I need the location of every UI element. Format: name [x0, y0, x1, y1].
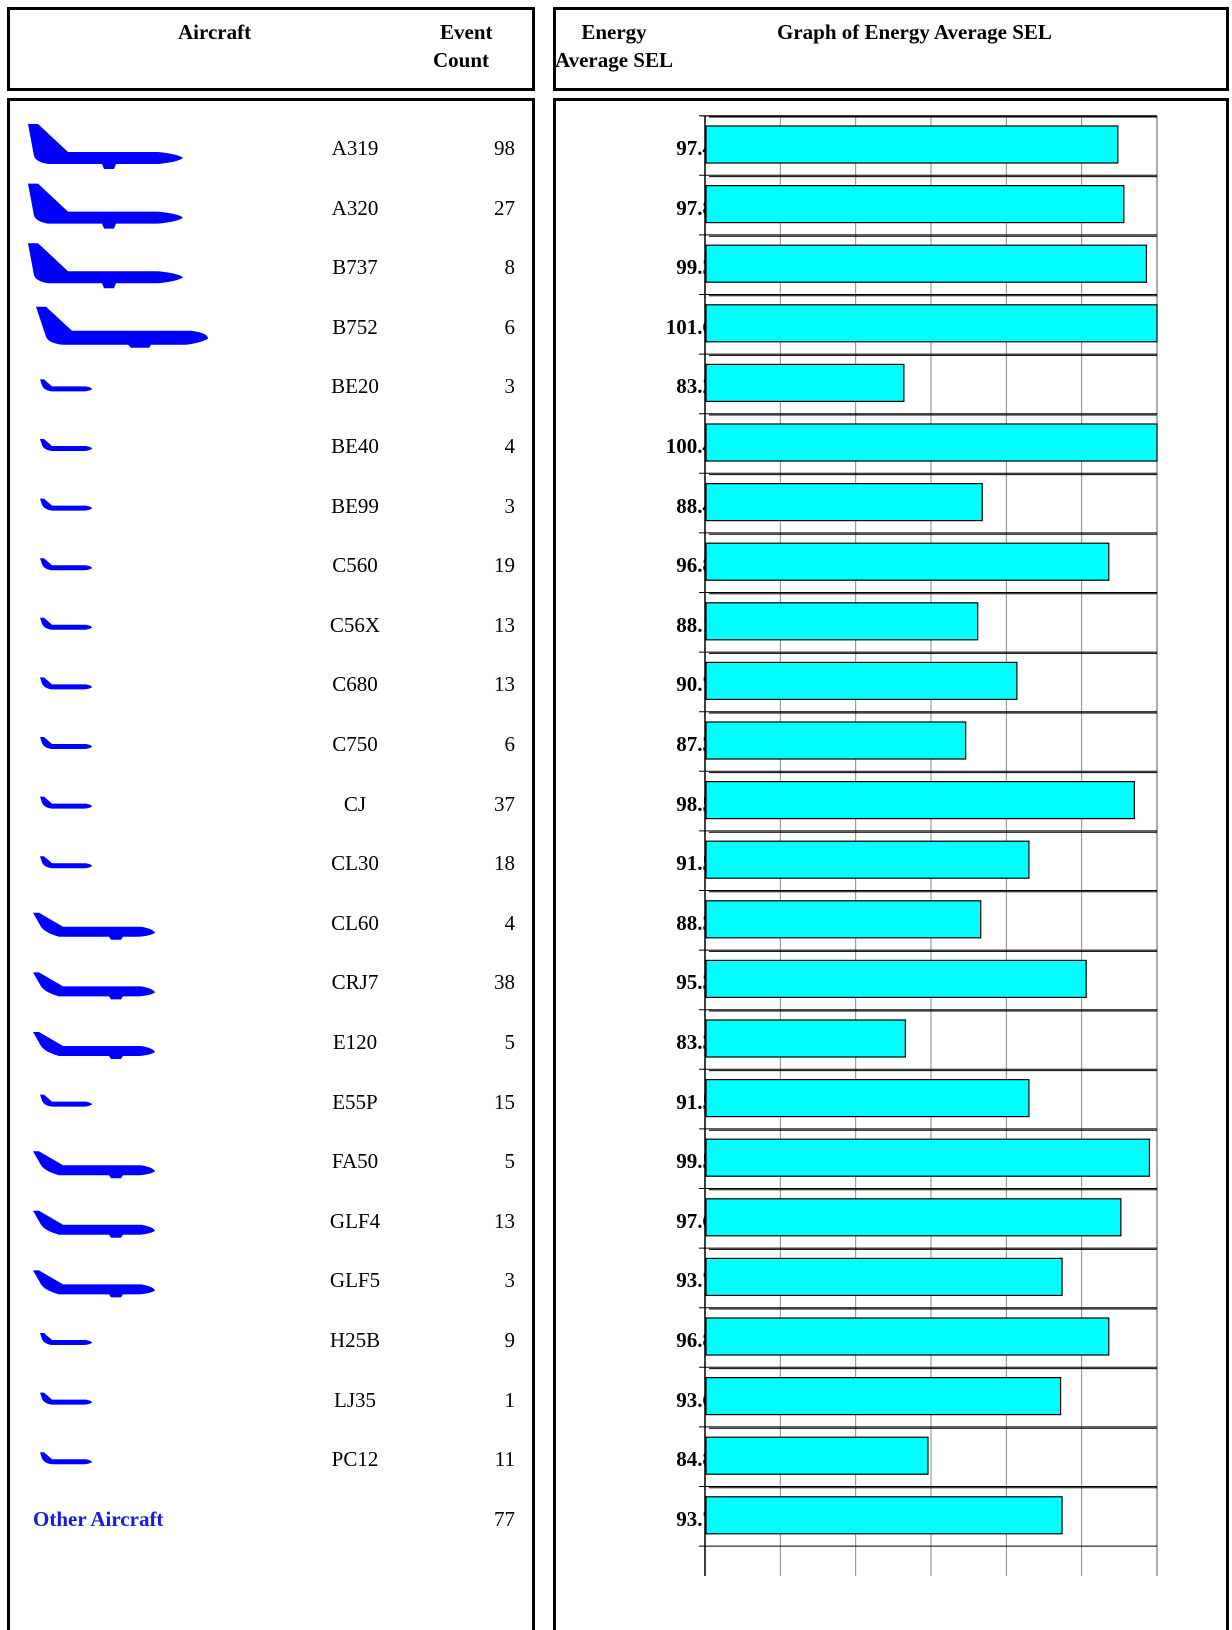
bar-C750	[706, 722, 966, 759]
bar-CRJ7	[706, 960, 1086, 997]
bar-Other Aircraft	[706, 1497, 1062, 1534]
regional-jet-icon	[33, 1151, 155, 1178]
bar-B737	[706, 245, 1146, 282]
regional-jet-icon	[33, 913, 155, 940]
bar-CL60	[706, 901, 981, 938]
jet-airliner-icon	[28, 124, 183, 169]
small-plane-icon	[40, 379, 92, 391]
bar-H25B	[706, 1318, 1109, 1355]
bar-LJ35	[706, 1378, 1061, 1415]
bar-BE20	[706, 364, 904, 401]
small-plane-icon	[40, 1095, 92, 1107]
bar-A319	[706, 126, 1118, 163]
large-jet-icon	[36, 307, 208, 348]
small-plane-icon	[40, 499, 92, 511]
bar-C560	[706, 543, 1109, 580]
regional-jet-icon	[33, 1032, 155, 1059]
small-plane-icon	[40, 797, 92, 809]
regional-jet-icon	[33, 1270, 155, 1297]
small-plane-icon	[40, 1333, 92, 1345]
jet-airliner-icon	[28, 184, 183, 229]
small-plane-icon	[40, 737, 92, 749]
regional-jet-icon	[33, 1211, 155, 1238]
bar-CL30	[706, 841, 1029, 878]
bar-A320	[706, 186, 1124, 223]
bar-B752	[706, 305, 1157, 342]
small-plane-icon	[40, 558, 92, 570]
small-plane-icon	[40, 677, 92, 689]
regional-jet-icon	[33, 972, 155, 999]
small-plane-icon	[40, 618, 92, 630]
bar-CJ	[706, 782, 1134, 819]
bar-E55P	[706, 1080, 1029, 1117]
small-plane-icon	[40, 856, 92, 868]
bar-FA50	[706, 1139, 1149, 1176]
bar-C680	[706, 662, 1017, 699]
bar-GLF5	[706, 1258, 1062, 1295]
bar-BE99	[706, 484, 982, 521]
jet-airliner-icon	[28, 243, 183, 288]
bar-GLF4	[706, 1199, 1121, 1236]
bar-C56X	[706, 603, 978, 640]
small-plane-icon	[40, 1393, 92, 1405]
bar-E120	[706, 1020, 905, 1057]
bar-PC12	[706, 1437, 928, 1474]
small-plane-icon	[40, 1452, 92, 1464]
aircraft-icons	[28, 124, 208, 1464]
small-plane-icon	[40, 439, 92, 451]
bar-BE40	[706, 424, 1157, 461]
